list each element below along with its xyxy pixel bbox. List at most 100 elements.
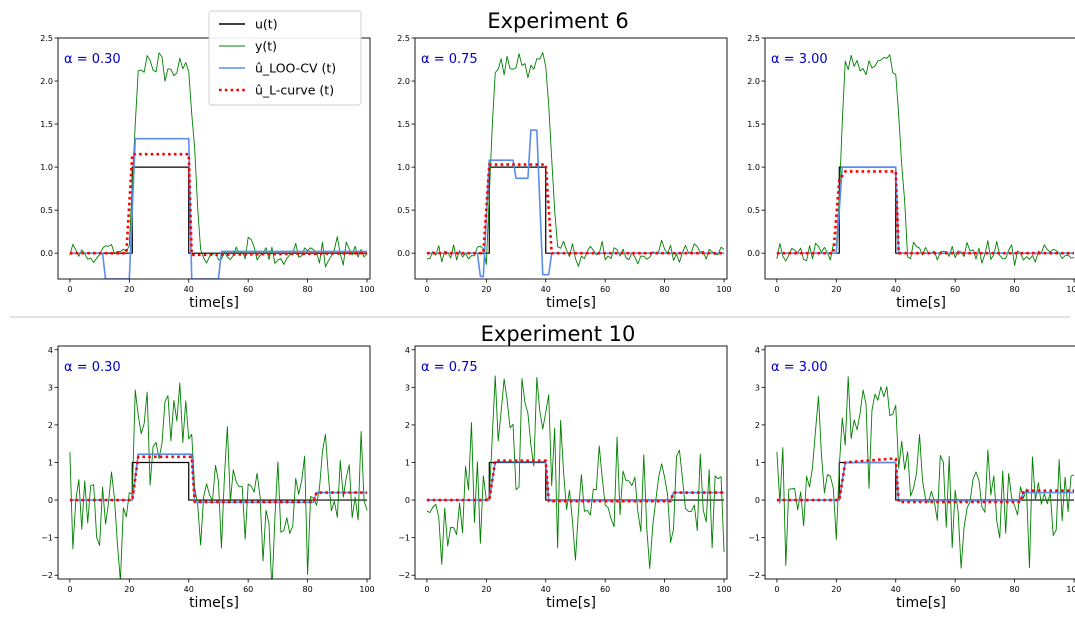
y-tick-label: 1.5	[40, 120, 53, 129]
legend-label-lcurve: û_L-curve (t)	[255, 83, 334, 98]
legend-label-u: u(t)	[255, 17, 278, 32]
x-axis-label: time[s]	[189, 295, 239, 311]
y-tick-label: 0.0	[747, 249, 760, 258]
y-tick-label: 0.0	[397, 249, 410, 258]
y-tick-label: 0	[405, 496, 410, 505]
x-tick-label: 40	[541, 285, 551, 294]
x-tick-label: 0	[67, 585, 72, 594]
x-tick-label: 80	[1010, 585, 1020, 594]
x-tick-label: 20	[124, 285, 134, 294]
x-tick-label: 0	[67, 285, 72, 294]
x-tick-label: 100	[1066, 285, 1075, 294]
y-tick-label: −1	[41, 534, 53, 543]
x-tick-label: 40	[891, 585, 901, 594]
series-line-y	[776, 376, 1075, 569]
y-tick-label: 2.0	[397, 77, 410, 86]
series-line-y	[69, 52, 368, 268]
x-tick-label: 60	[600, 285, 610, 294]
x-tick-label: 0	[774, 585, 779, 594]
series-line-y	[69, 382, 368, 579]
y-tick-label: 1	[755, 459, 760, 468]
y-tick-label: 1.0	[397, 163, 410, 172]
series-line-loo	[426, 460, 725, 502]
alpha-annotation: α = 3.00	[771, 360, 828, 375]
y-tick-label: 3	[755, 383, 760, 392]
x-axis-label: time[s]	[546, 595, 596, 611]
x-tick-label: 20	[831, 285, 841, 294]
y-tick-label: 2.5	[747, 34, 760, 43]
y-tick-label: −1	[398, 534, 410, 543]
x-tick-label: 20	[831, 585, 841, 594]
legend-label-loo: û_LOO-CV (t)	[255, 61, 336, 76]
x-tick-label: 40	[541, 585, 551, 594]
x-tick-label: 20	[124, 585, 134, 594]
legend-label-y: y(t)	[255, 39, 277, 54]
x-axis-label: time[s]	[189, 595, 239, 611]
series-line-loo	[69, 137, 368, 279]
y-tick-label: 1.0	[40, 163, 53, 172]
y-tick-label: 3	[48, 383, 53, 392]
x-tick-label: 60	[243, 285, 253, 294]
series-line-y	[776, 54, 1075, 266]
x-tick-label: 80	[660, 585, 670, 594]
x-tick-label: 60	[950, 285, 960, 294]
x-tick-label: 20	[481, 285, 491, 294]
y-tick-label: 0.0	[40, 249, 53, 258]
x-tick-label: 0	[424, 585, 429, 594]
series-line-y	[426, 375, 725, 569]
x-tick-label: 0	[424, 285, 429, 294]
y-tick-label: −2	[398, 571, 410, 580]
x-tick-label: 40	[184, 585, 194, 594]
y-tick-label: 0.5	[40, 206, 53, 215]
y-tick-label: 2	[48, 421, 53, 430]
y-tick-label: −1	[748, 534, 760, 543]
series-line-loo	[426, 129, 725, 278]
y-tick-label: 0	[48, 496, 53, 505]
x-tick-label: 100	[359, 285, 374, 294]
axes-frame	[414, 37, 728, 280]
y-tick-label: 1.0	[747, 163, 760, 172]
experiment-6-title: Experiment 6	[487, 9, 628, 33]
panel-2: 0 20 40 60 80 100 0.0 0.5 1.0 1.5 2.0 2.5 time[s] α =…	[397, 34, 731, 311]
series-line-lcurve	[69, 455, 368, 504]
x-axis-label: time[s]	[546, 295, 596, 311]
x-tick-label: 80	[303, 285, 313, 294]
y-tick-label: 2	[755, 421, 760, 430]
panel-4: 0 20 40 60 80 100 −2 −1 0 1 2 3 4 time[s] α = 0.30	[41, 345, 375, 611]
x-tick-label: 80	[1010, 285, 1020, 294]
axes-frame	[764, 37, 1075, 280]
y-tick-label: 2.0	[40, 77, 53, 86]
alpha-annotation: α = 3.00	[771, 52, 828, 67]
y-tick-label: 0	[755, 496, 760, 505]
series-line-lcurve	[69, 152, 368, 257]
y-tick-label: 3	[405, 383, 410, 392]
panel-1: 0 20 40 60 80 100 0.0 0.5 1.0 1.5 2.0 2.5 time[s] α =…	[40, 34, 374, 311]
x-tick-label: 100	[359, 585, 374, 594]
series-line-lcurve	[776, 457, 1075, 504]
y-tick-label: 0.5	[397, 206, 410, 215]
panel-5: 0 20 40 60 80 100 −2 −1 0 1 2 3 4 time[s] α = 0.75	[398, 345, 732, 611]
y-tick-label: −2	[748, 571, 760, 580]
x-tick-label: 60	[950, 585, 960, 594]
y-tick-label: 4	[755, 346, 760, 355]
alpha-annotation: α = 0.75	[421, 52, 478, 67]
x-axis-label: time[s]	[896, 595, 946, 611]
series-line-u	[69, 166, 368, 254]
alpha-annotation: α = 0.30	[64, 52, 121, 67]
alpha-annotation: α = 0.30	[64, 360, 121, 375]
y-tick-label: −2	[41, 571, 53, 580]
y-tick-label: 2.5	[397, 34, 410, 43]
x-tick-label: 40	[891, 285, 901, 294]
y-tick-label: 4	[405, 346, 410, 355]
series-line-lcurve	[426, 163, 725, 255]
series-line-y	[426, 51, 725, 267]
alpha-annotation: α = 0.75	[421, 360, 478, 375]
y-tick-label: 2	[405, 421, 410, 430]
legend-box	[208, 10, 362, 106]
x-tick-label: 80	[660, 285, 670, 294]
x-tick-label: 100	[1066, 585, 1075, 594]
y-tick-label: 1	[48, 459, 53, 468]
